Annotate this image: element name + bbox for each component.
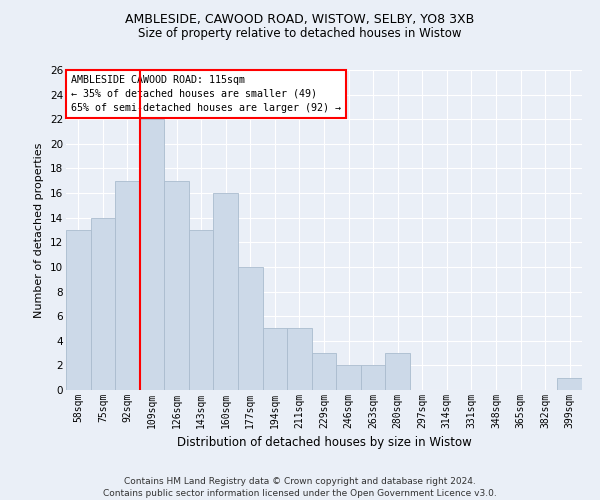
Bar [189, 230, 214, 390]
Bar [91, 218, 115, 390]
Bar [336, 366, 361, 390]
Text: AMBLESIDE CAWOOD ROAD: 115sqm
← 35% of detached houses are smaller (49)
65% of s: AMBLESIDE CAWOOD ROAD: 115sqm ← 35% of d… [71, 75, 341, 113]
Bar [287, 328, 312, 390]
Bar [557, 378, 582, 390]
Text: Size of property relative to detached houses in Wistow: Size of property relative to detached ho… [138, 28, 462, 40]
Bar [66, 230, 91, 390]
Bar [238, 267, 263, 390]
Bar [164, 181, 189, 390]
Text: Contains HM Land Registry data © Crown copyright and database right 2024.
Contai: Contains HM Land Registry data © Crown c… [103, 476, 497, 498]
Bar [214, 193, 238, 390]
Text: AMBLESIDE, CAWOOD ROAD, WISTOW, SELBY, YO8 3XB: AMBLESIDE, CAWOOD ROAD, WISTOW, SELBY, Y… [125, 12, 475, 26]
Bar [140, 119, 164, 390]
Y-axis label: Number of detached properties: Number of detached properties [34, 142, 44, 318]
Bar [312, 353, 336, 390]
Bar [263, 328, 287, 390]
Bar [115, 181, 140, 390]
X-axis label: Distribution of detached houses by size in Wistow: Distribution of detached houses by size … [176, 436, 472, 450]
Bar [385, 353, 410, 390]
Bar [361, 366, 385, 390]
